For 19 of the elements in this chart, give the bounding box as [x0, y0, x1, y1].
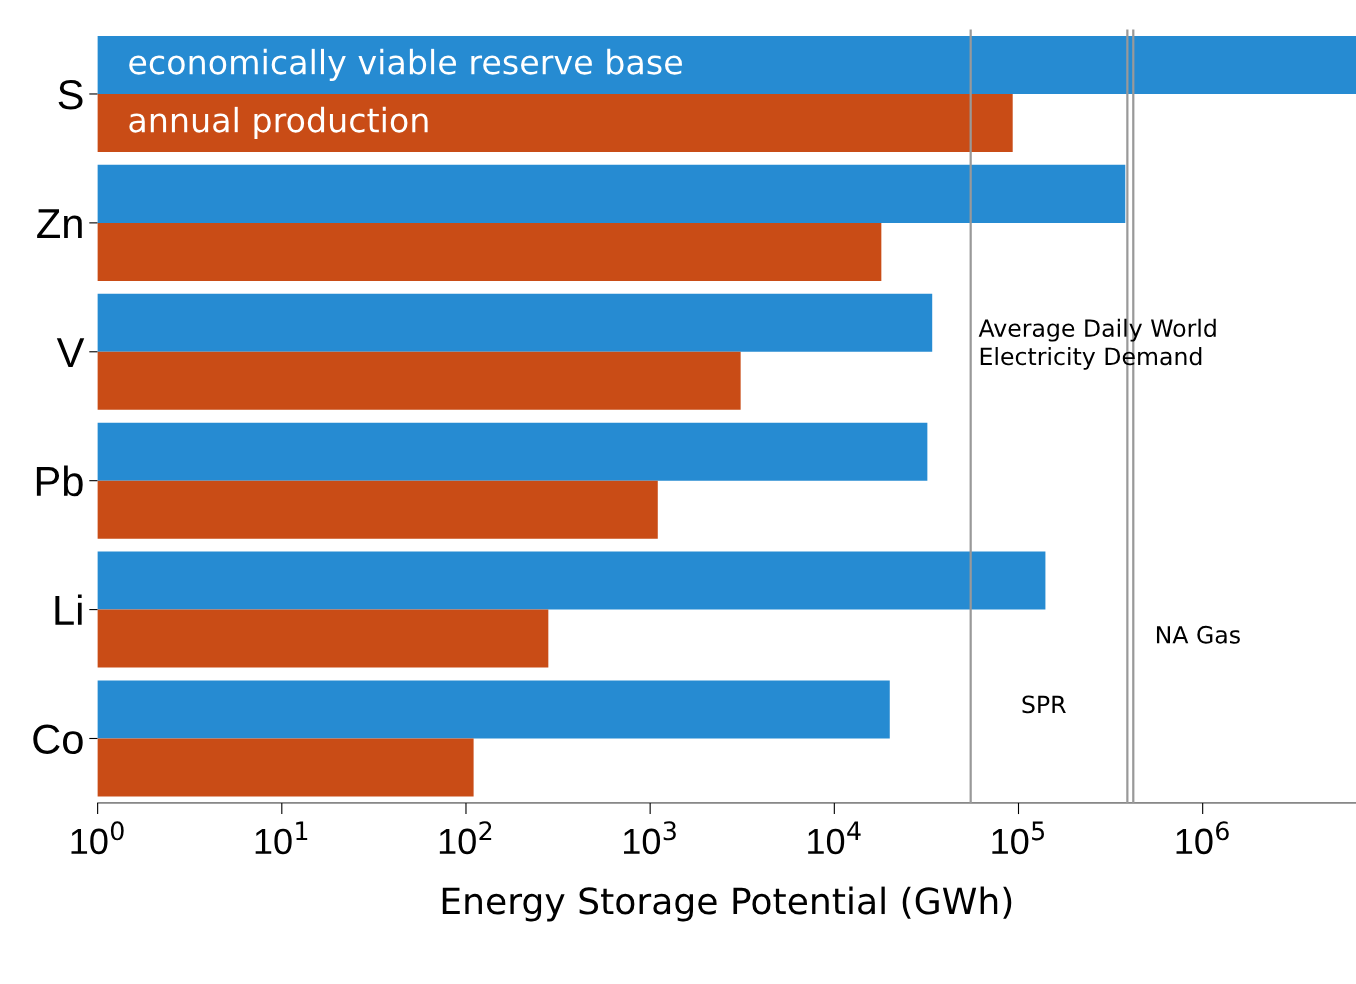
x-tick-label: 10$^{4}$: [808, 821, 861, 855]
y-tick-label: Pb: [36, 465, 83, 497]
x-tick-label: 10$^{0}$: [71, 821, 124, 855]
x-axis-title: Energy Storage Potential (GWh): [442, 886, 1012, 922]
x-tick-label: 10$^{3}$: [624, 821, 676, 855]
x-tick-label: 10$^{2}$: [439, 821, 492, 855]
ref-line-label: Average Daily World Electricity Demand: [978, 318, 1216, 370]
ref-line-label: SPR: [1022, 695, 1066, 714]
y-tick-label: Li: [55, 594, 82, 625]
y-tick-label: V: [56, 338, 85, 367]
series-label: economically viable reserve base: [129, 48, 682, 82]
y-tick-label: Zn: [37, 209, 82, 238]
ref-line-label: NA Gas: [1156, 625, 1240, 644]
y-tick-label: Co: [33, 724, 83, 754]
x-tick-label: 10$^{1}$: [255, 821, 308, 855]
series-label: annual production: [129, 106, 428, 140]
x-tick-label: 10$^{5}$: [992, 821, 1044, 855]
y-tick-label: S: [58, 79, 83, 110]
x-tick-label: 10$^{6}$: [1176, 821, 1229, 855]
